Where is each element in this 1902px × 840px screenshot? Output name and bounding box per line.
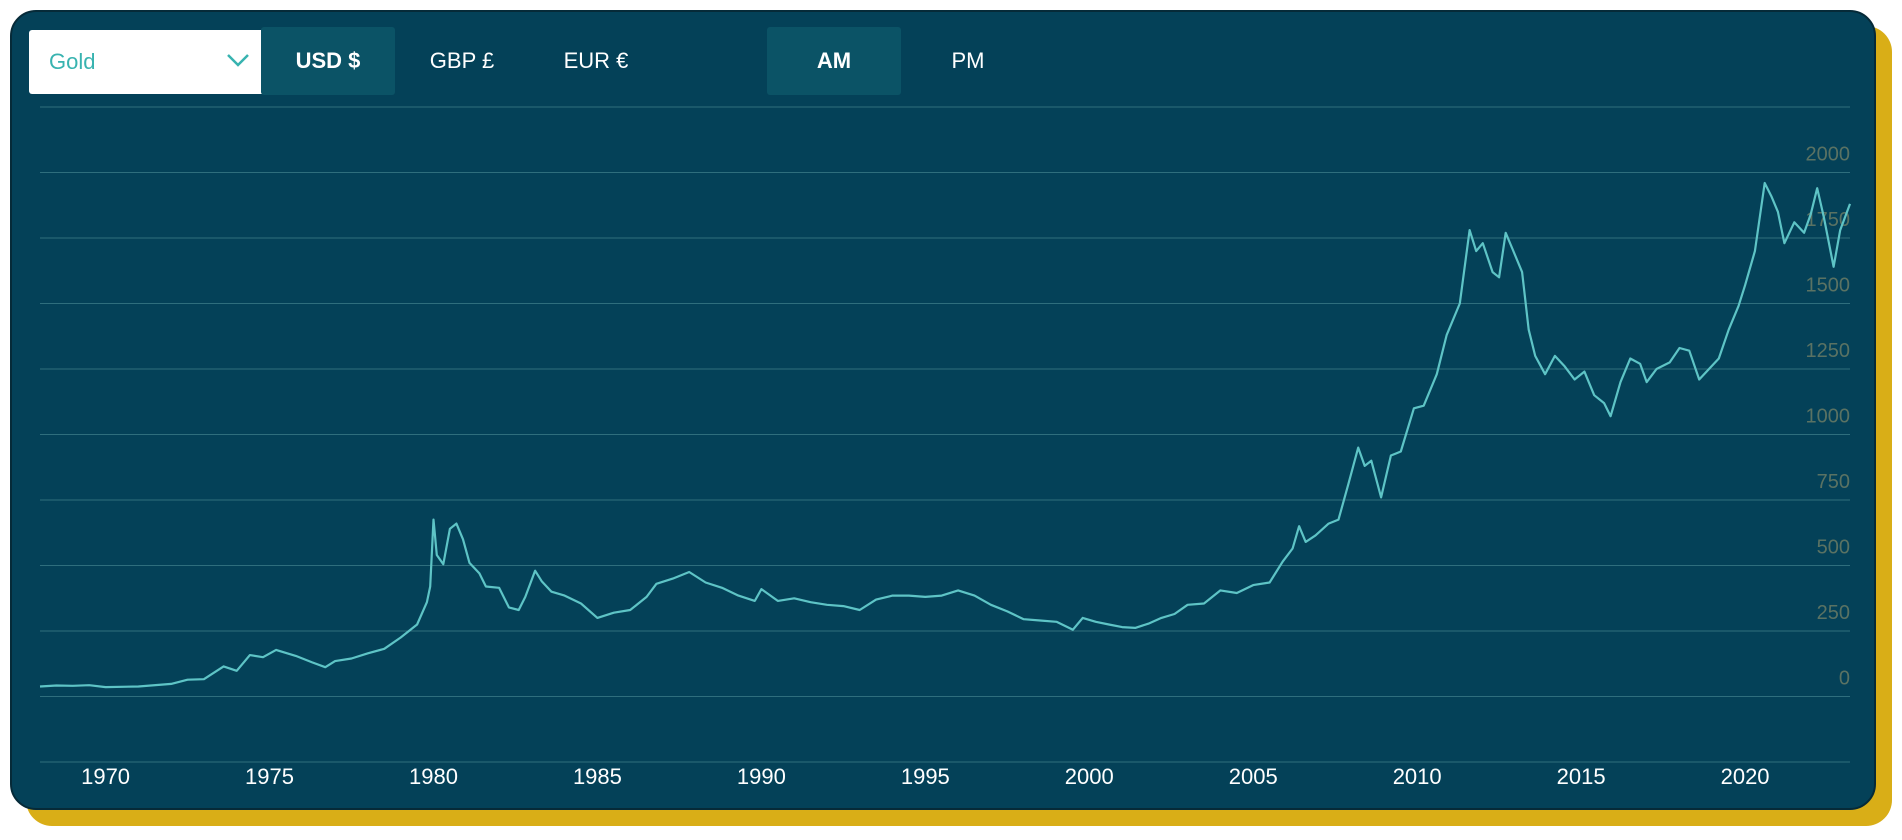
y-tick-label: 1000 bbox=[1806, 406, 1851, 428]
x-tick-label: 2010 bbox=[1393, 764, 1442, 789]
x-tick-label: 2005 bbox=[1229, 764, 1278, 789]
y-tick-label: 2000 bbox=[1806, 144, 1851, 166]
chevron-down-icon bbox=[227, 54, 249, 67]
x-tick-label: 2015 bbox=[1557, 764, 1606, 789]
currency-tab-gbp[interactable]: GBP £ bbox=[429, 48, 495, 73]
session-tab-pm[interactable]: PM bbox=[951, 48, 985, 73]
metal-select[interactable]: Gold bbox=[29, 30, 273, 94]
x-tick-label: 1975 bbox=[245, 764, 294, 789]
y-axis-tick-labels: 0 250 500 750 1000 1250 1500 1750 2000 bbox=[1806, 144, 1851, 690]
y-tick-label: 1250 bbox=[1806, 340, 1851, 362]
chart-card: Gold USD $ GBP £ EUR € AM PM 0 250 500 750 1… bbox=[10, 10, 1876, 810]
currency-tab-usd[interactable]: USD $ bbox=[261, 27, 395, 95]
metal-select-value: Gold bbox=[49, 49, 96, 74]
y-tick-label: 0 bbox=[1839, 668, 1850, 690]
currency-tab-eur[interactable]: EUR € bbox=[563, 48, 629, 73]
series-layer bbox=[39, 181, 1852, 689]
x-tick-label: 1970 bbox=[81, 764, 130, 789]
y-tick-label: 1750 bbox=[1806, 209, 1851, 231]
x-tick-label: 1980 bbox=[409, 764, 458, 789]
x-tick-label: 2020 bbox=[1721, 764, 1770, 789]
x-axis-tick-labels: 1970 1975 1980 1985 1990 1995 2000 2005 2010 2015… bbox=[81, 764, 1769, 789]
y-tick-label: 1500 bbox=[1806, 275, 1851, 297]
x-tick-label: 2000 bbox=[1065, 764, 1114, 789]
x-tick-label: 1995 bbox=[901, 764, 950, 789]
y-tick-label: 750 bbox=[1817, 471, 1850, 493]
y-tick-label: 250 bbox=[1817, 602, 1850, 624]
y-tick-label: 500 bbox=[1817, 537, 1850, 559]
x-tick-label: 1990 bbox=[737, 764, 786, 789]
session-tab-am[interactable]: AM bbox=[767, 27, 901, 95]
x-tick-label: 1985 bbox=[573, 764, 622, 789]
gridlines bbox=[40, 106, 1850, 763]
series-line bbox=[39, 181, 1852, 689]
